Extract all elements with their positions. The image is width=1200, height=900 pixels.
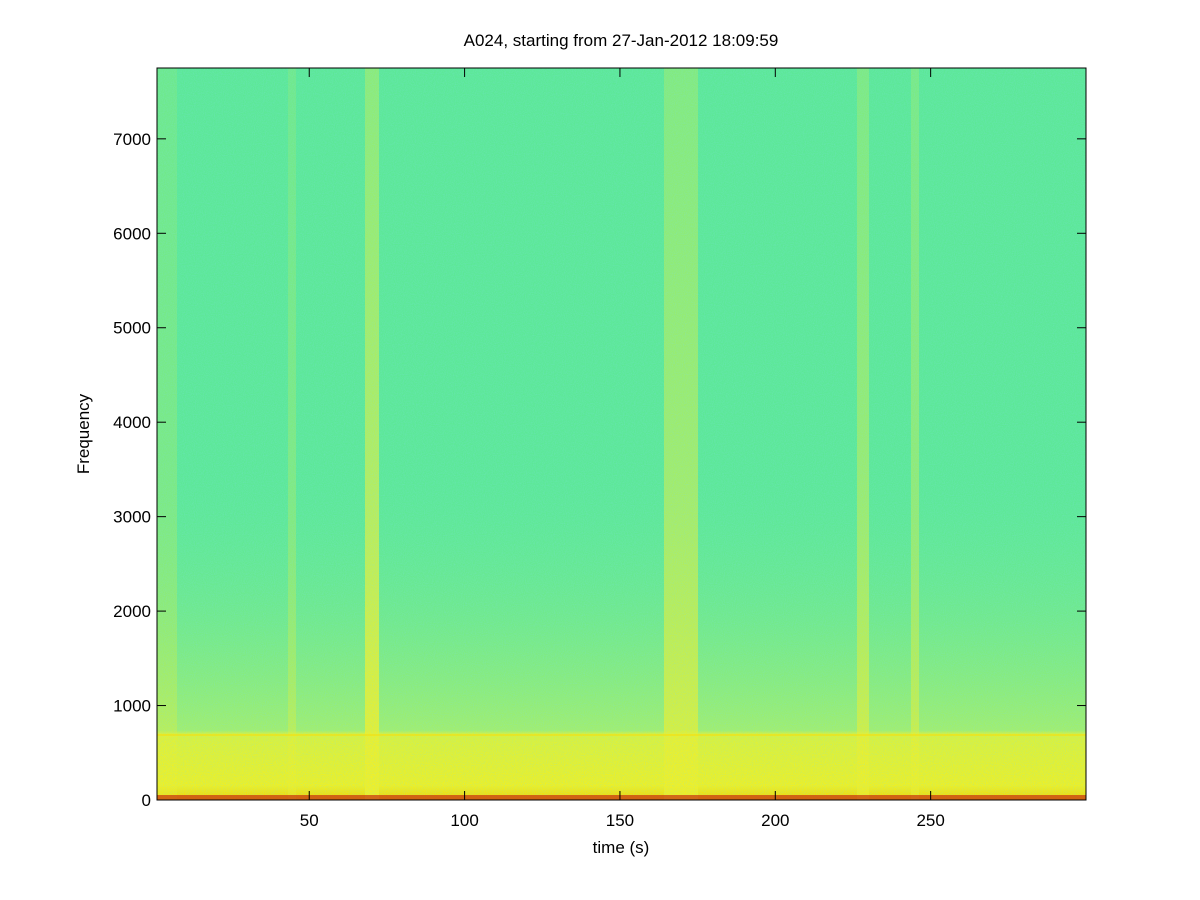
y-axis-label: Frequency bbox=[74, 393, 93, 474]
x-tick-label: 150 bbox=[606, 811, 634, 830]
y-tick-label: 3000 bbox=[113, 508, 151, 527]
y-tick-label: 0 bbox=[142, 791, 151, 810]
y-tick-label: 1000 bbox=[113, 697, 151, 716]
y-tick-label: 2000 bbox=[113, 602, 151, 621]
y-tick-label: 4000 bbox=[113, 413, 151, 432]
x-axis-label: time (s) bbox=[593, 838, 650, 857]
y-tick-label: 7000 bbox=[113, 130, 151, 149]
y-tick-label: 5000 bbox=[113, 319, 151, 338]
chart-title: A024, starting from 27-Jan-2012 18:09:59 bbox=[464, 31, 779, 50]
x-tick-label: 50 bbox=[300, 811, 319, 830]
plot-frame bbox=[156, 67, 1087, 801]
x-tick-label: 200 bbox=[761, 811, 789, 830]
x-tick-label: 250 bbox=[916, 811, 944, 830]
y-tick-label: 6000 bbox=[113, 224, 151, 243]
spectrogram-image bbox=[157, 68, 1086, 800]
x-tick-label: 100 bbox=[450, 811, 478, 830]
